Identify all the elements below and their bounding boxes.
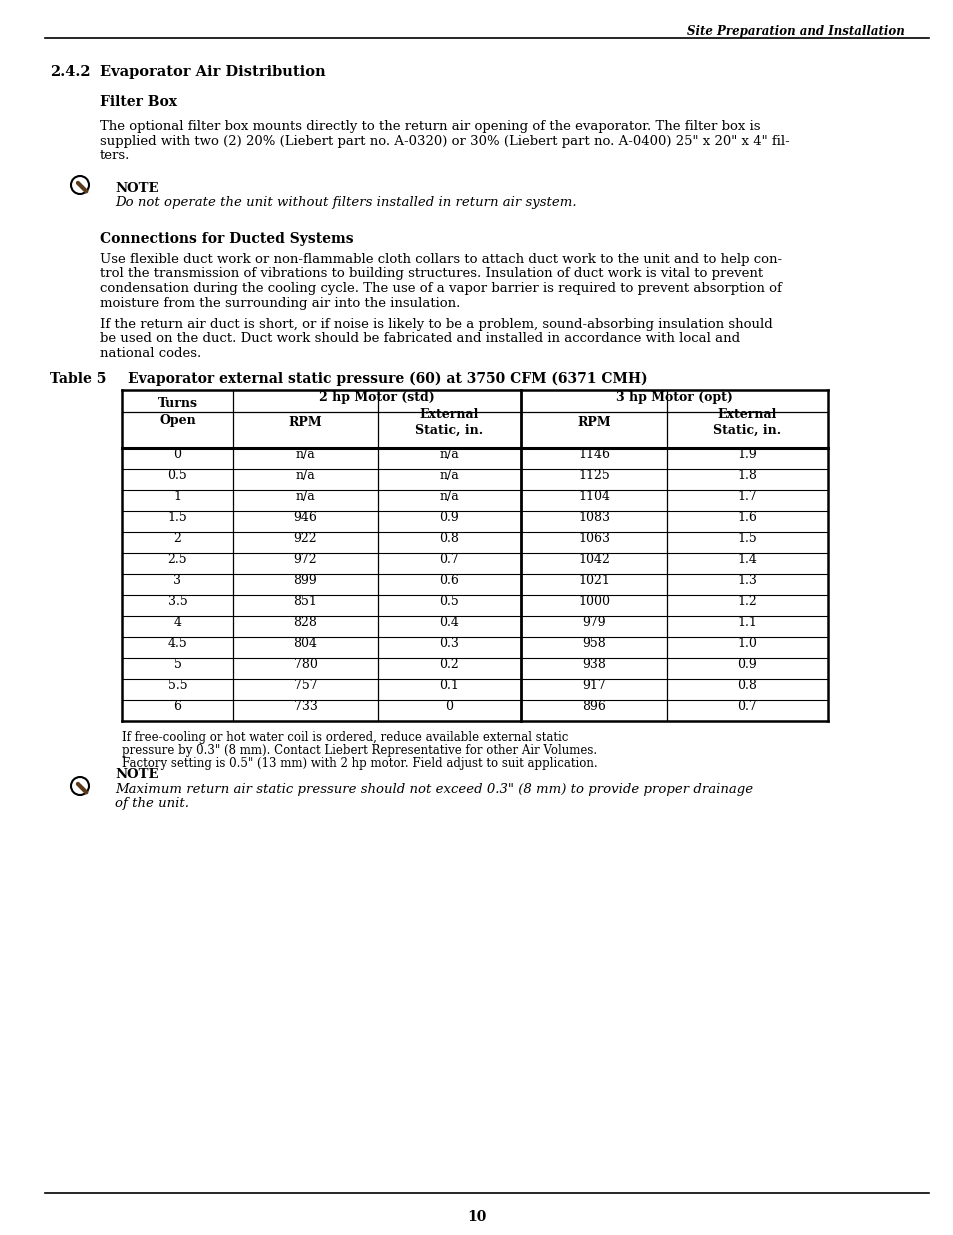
Text: condensation during the cooling cycle. The use of a vapor barrier is required to: condensation during the cooling cycle. T…: [100, 282, 781, 295]
Text: n/a: n/a: [295, 448, 315, 461]
Text: 0.5: 0.5: [168, 469, 187, 482]
Text: n/a: n/a: [439, 448, 459, 461]
Text: 0.8: 0.8: [439, 532, 459, 545]
Text: Maximum return air static pressure should not exceed 0.3" (8 mm) to provide prop: Maximum return air static pressure shoul…: [115, 783, 752, 797]
Text: 804: 804: [294, 637, 317, 650]
Text: 979: 979: [581, 616, 605, 629]
Text: 733: 733: [294, 700, 317, 713]
Text: 899: 899: [294, 574, 317, 587]
Text: pressure by 0.3" (8 mm). Contact Liebert Representative for other Air Volumes.: pressure by 0.3" (8 mm). Contact Liebert…: [122, 743, 597, 757]
Text: 0.9: 0.9: [737, 658, 757, 671]
Text: 757: 757: [294, 679, 317, 692]
Text: NOTE: NOTE: [115, 182, 158, 195]
Text: n/a: n/a: [295, 469, 315, 482]
Text: 1000: 1000: [578, 595, 609, 608]
Text: 0.8: 0.8: [737, 679, 757, 692]
Text: national codes.: national codes.: [100, 347, 201, 359]
Text: 1.9: 1.9: [737, 448, 757, 461]
Text: Turns
Open: Turns Open: [157, 396, 197, 427]
Text: 946: 946: [294, 511, 317, 524]
Text: 1: 1: [173, 490, 181, 503]
Text: 2: 2: [173, 532, 181, 545]
Text: 2 hp Motor (std): 2 hp Motor (std): [319, 390, 435, 404]
Text: Site Preparation and Installation: Site Preparation and Installation: [686, 25, 904, 38]
Text: 0: 0: [445, 700, 453, 713]
Text: 0: 0: [173, 448, 181, 461]
Text: be used on the duct. Duct work should be fabricated and installed in accordance : be used on the duct. Duct work should be…: [100, 332, 740, 346]
Text: 0.9: 0.9: [439, 511, 459, 524]
Text: 0.4: 0.4: [439, 616, 459, 629]
Text: 0.7: 0.7: [439, 553, 459, 566]
Text: RPM: RPM: [577, 415, 610, 429]
Text: 3 hp Motor (opt): 3 hp Motor (opt): [616, 390, 732, 404]
Text: of the unit.: of the unit.: [115, 798, 189, 810]
Text: If free-cooling or hot water coil is ordered, reduce available external static: If free-cooling or hot water coil is ord…: [122, 731, 568, 743]
Text: 6: 6: [173, 700, 181, 713]
Text: trol the transmission of vibrations to building structures. Insulation of duct w: trol the transmission of vibrations to b…: [100, 268, 762, 280]
Text: n/a: n/a: [295, 490, 315, 503]
Text: 1021: 1021: [578, 574, 609, 587]
Text: 5: 5: [173, 658, 181, 671]
Text: 3.5: 3.5: [168, 595, 187, 608]
Text: Table 5: Table 5: [50, 372, 107, 387]
Text: 958: 958: [581, 637, 605, 650]
Text: 1.3: 1.3: [737, 574, 757, 587]
Text: 851: 851: [294, 595, 317, 608]
Text: 1.1: 1.1: [737, 616, 757, 629]
Text: Evaporator external static pressure (60) at 3750 CFM (6371 CMH): Evaporator external static pressure (60)…: [128, 372, 647, 387]
Text: supplied with two (2) 20% (Liebert part no. A-0320) or 30% (Liebert part no. A-0: supplied with two (2) 20% (Liebert part …: [100, 135, 789, 147]
Text: moisture from the surrounding air into the insulation.: moisture from the surrounding air into t…: [100, 296, 460, 310]
Text: 1.6: 1.6: [737, 511, 757, 524]
Text: 917: 917: [581, 679, 605, 692]
Text: 938: 938: [581, 658, 605, 671]
Text: 0.6: 0.6: [439, 574, 459, 587]
Text: Use flexible duct work or non-flammable cloth collars to attach duct work to the: Use flexible duct work or non-flammable …: [100, 253, 781, 266]
Text: If the return air duct is short, or if noise is likely to be a problem, sound-ab: If the return air duct is short, or if n…: [100, 317, 772, 331]
Text: External
Static, in.: External Static, in.: [415, 408, 483, 436]
Text: NOTE: NOTE: [115, 768, 158, 781]
Text: 0.5: 0.5: [439, 595, 459, 608]
Text: 828: 828: [294, 616, 317, 629]
Text: 2.4.2: 2.4.2: [50, 65, 91, 79]
Text: 1042: 1042: [578, 553, 609, 566]
Text: 3: 3: [173, 574, 181, 587]
Text: 1146: 1146: [578, 448, 609, 461]
Text: The optional filter box mounts directly to the return air opening of the evapora: The optional filter box mounts directly …: [100, 120, 760, 133]
Text: Filter Box: Filter Box: [100, 95, 177, 109]
Text: 1.0: 1.0: [737, 637, 757, 650]
Text: 1.2: 1.2: [737, 595, 757, 608]
Text: 1.8: 1.8: [737, 469, 757, 482]
Text: 1083: 1083: [578, 511, 609, 524]
Text: Factory setting is 0.5" (13 mm) with 2 hp motor. Field adjust to suit applicatio: Factory setting is 0.5" (13 mm) with 2 h…: [122, 757, 597, 769]
Text: ters.: ters.: [100, 149, 131, 162]
Text: 922: 922: [294, 532, 317, 545]
Text: 1.4: 1.4: [737, 553, 757, 566]
Text: 1.5: 1.5: [737, 532, 757, 545]
Text: Evaporator Air Distribution: Evaporator Air Distribution: [100, 65, 325, 79]
Text: 4.5: 4.5: [168, 637, 187, 650]
Text: 0.2: 0.2: [439, 658, 459, 671]
Text: 780: 780: [294, 658, 317, 671]
Text: Do not operate the unit without filters installed in return air system.: Do not operate the unit without filters …: [115, 196, 576, 209]
Text: 0.7: 0.7: [737, 700, 757, 713]
Text: n/a: n/a: [439, 469, 459, 482]
Text: 1063: 1063: [578, 532, 609, 545]
Text: 1.5: 1.5: [168, 511, 187, 524]
Text: 4: 4: [173, 616, 181, 629]
Text: Connections for Ducted Systems: Connections for Ducted Systems: [100, 232, 354, 246]
Text: 1104: 1104: [578, 490, 609, 503]
Text: 5.5: 5.5: [168, 679, 187, 692]
Text: 0.3: 0.3: [439, 637, 459, 650]
Text: 896: 896: [581, 700, 605, 713]
Text: 10: 10: [467, 1210, 486, 1224]
Text: 2.5: 2.5: [168, 553, 187, 566]
Text: n/a: n/a: [439, 490, 459, 503]
Text: 972: 972: [294, 553, 317, 566]
Text: External
Static, in.: External Static, in.: [713, 408, 781, 436]
Text: RPM: RPM: [289, 415, 322, 429]
Text: 1125: 1125: [578, 469, 609, 482]
Text: 0.1: 0.1: [439, 679, 459, 692]
Text: 1.7: 1.7: [737, 490, 757, 503]
